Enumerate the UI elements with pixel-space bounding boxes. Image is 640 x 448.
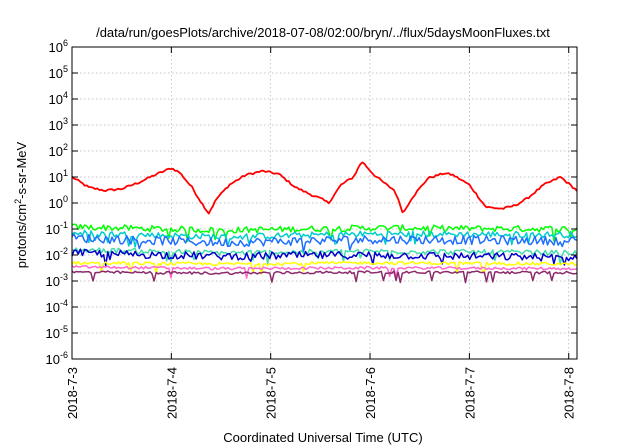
data-series	[71, 161, 578, 284]
y-tick-label: 10-3	[46, 272, 68, 289]
y-tick-label: 102	[49, 142, 68, 159]
y-tick-label: 101	[49, 168, 68, 185]
y-tick-label: 10-4	[46, 298, 68, 315]
x-axis: 2018-7-3 2018-7-4 2018-7-5 2018-7-6 2018-7-7…	[65, 47, 577, 419]
y-tick-label: 10-1	[46, 220, 68, 237]
flux-series-line-9	[71, 270, 578, 284]
x-tick-label: 2018-7-4	[164, 367, 179, 419]
y-axis: 10-6 10-5 10-4 10-3 10-2 10-1 100 101 102 103 104 1…	[46, 38, 577, 367]
y-tick-label: 10-2	[46, 246, 68, 263]
x-tick-label: 2018-7-5	[264, 367, 279, 419]
chart-title: /data/run/goesPlots/archive/2018-07-08/0…	[96, 25, 550, 40]
x-tick-label: 2018-7-3	[65, 367, 80, 419]
x-tick-label: 2018-7-6	[363, 367, 378, 419]
y-tick-label: 103	[49, 116, 68, 133]
flux-series-line-6	[71, 248, 578, 267]
flux-series-line-1	[71, 161, 578, 215]
y-tick-label: 106	[49, 38, 68, 55]
y-tick-label: 100	[49, 194, 68, 211]
x-tick-label: 2018-7-8	[562, 367, 577, 419]
flux-series-line-4	[71, 233, 578, 253]
x-axis-label: Coordinated Universal Time (UTC)	[223, 430, 422, 445]
grid-lines	[71, 47, 577, 359]
y-tick-label: 104	[49, 90, 68, 107]
x-tick-label: 2018-7-7	[462, 367, 477, 419]
flux-series-line-8	[71, 265, 578, 279]
flux-series-line-2	[71, 223, 578, 243]
y-axis-label: protons/cm2-s-sr-MeV	[13, 141, 29, 268]
y-tick-label: 105	[49, 64, 68, 81]
y-tick-label: 10-5	[46, 324, 68, 341]
y-tick-label: 10-6	[46, 350, 68, 367]
